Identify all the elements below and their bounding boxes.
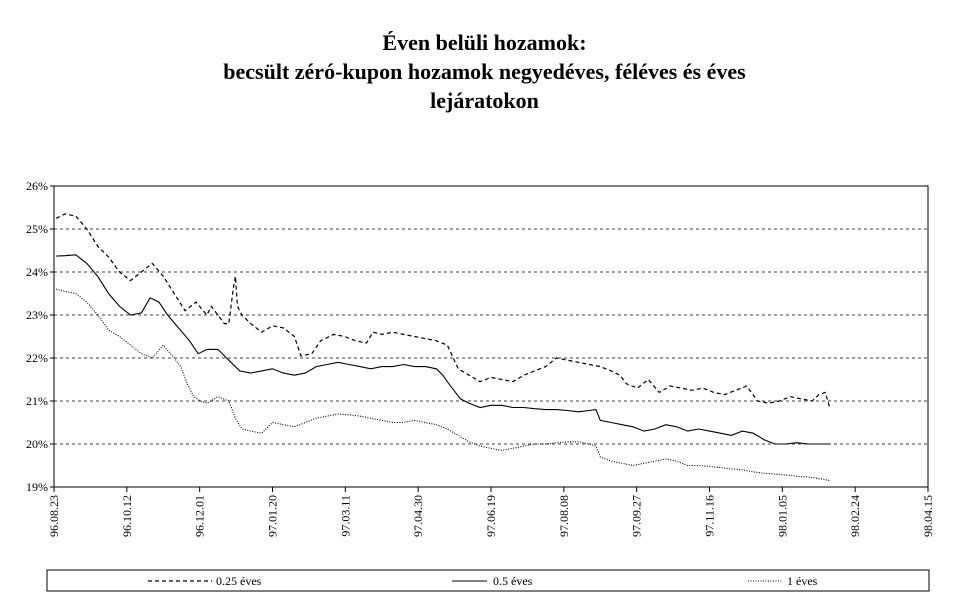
- plot-area: [53, 185, 929, 488]
- x-tick-label: 97.04.30: [411, 495, 425, 537]
- legend-label-3: 1 éves: [787, 574, 818, 588]
- legend-label-2: 0.5 éves: [493, 574, 533, 588]
- y-tick-label: 26%: [26, 179, 48, 193]
- x-tick-label: 97.01.20: [266, 495, 280, 537]
- x-tick-label: 97.09.27: [630, 495, 644, 537]
- chart-title-line-3: lejáratokon: [430, 88, 539, 113]
- y-tick-label: 23%: [26, 308, 48, 322]
- y-tick-label: 24%: [26, 265, 48, 279]
- x-tick-label: 97.08.08: [557, 495, 571, 537]
- series-line-3: [56, 288, 830, 482]
- chart-title-line-2: becsült zéró-kupon hozamok negyedéves, f…: [223, 59, 746, 84]
- x-tick-label: 98.01.05: [775, 495, 789, 537]
- chart-title: Éven belüli hozamok: becsült zéró-kupon …: [0, 28, 969, 115]
- y-tick-label: 21%: [26, 394, 48, 408]
- legend-box: [46, 569, 930, 592]
- x-tick-label: 98.02.24: [848, 495, 862, 537]
- x-tick-label: 97.11.16: [703, 495, 717, 537]
- x-tick-label: 97.06.19: [484, 495, 498, 537]
- legend-label-1: 0.25 éves: [216, 574, 262, 588]
- chart-title-line-1: Éven belüli hozamok:: [382, 30, 587, 55]
- x-tick-label: 96.08.23: [47, 495, 61, 537]
- x-tick-label: 96.12.01: [193, 495, 207, 537]
- series-line-2: [56, 254, 830, 445]
- y-tick-label: 22%: [26, 351, 48, 365]
- y-tick-label: 25%: [26, 222, 48, 236]
- x-tick-label: 96.10.12: [120, 495, 134, 537]
- x-tick-label: 97.03.11: [338, 495, 352, 537]
- x-tick-label: 98.04.15: [921, 495, 935, 537]
- y-tick-label: 19%: [26, 480, 48, 494]
- y-tick-label: 20%: [26, 437, 48, 451]
